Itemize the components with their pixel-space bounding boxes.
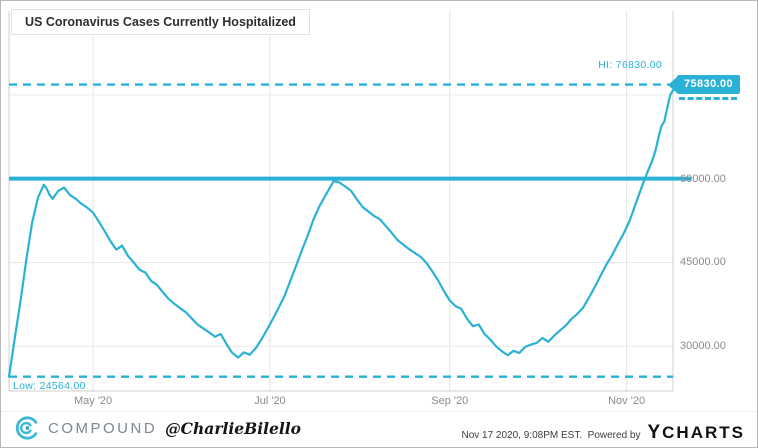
ycharts-y: Y (647, 422, 663, 443)
x-tick-label: Sep '20 (431, 395, 469, 407)
timestamp-text: Nov 17 2020, 9:08PM EST. (461, 430, 583, 441)
value-tag-dashes (679, 96, 737, 100)
ycharts-charts: CHARTS (662, 423, 745, 442)
low-annotation-label: Low: 24564.00 (13, 379, 86, 392)
last-value-tag: 75830.00 (677, 74, 741, 94)
brand-name: COMPOUND (48, 419, 158, 437)
powered-by-text: Powered by (587, 430, 641, 441)
ycharts-logo: YCHARTS (647, 422, 745, 444)
x-tick-label: Nov '20 (608, 395, 646, 407)
compound-logo-icon (15, 416, 38, 440)
y-tick-label: 45000.00 (680, 256, 726, 269)
x-tick-label: Jul '20 (254, 395, 286, 407)
y-tick-label: 30000.00 (680, 340, 726, 353)
twitter-handle: @CharlieBilello (165, 418, 301, 438)
footer-divider (1, 411, 757, 412)
timestamp: Nov 17 2020, 9:08PM EST. Powered by (461, 430, 640, 441)
x-tick-label: May '20 (73, 395, 113, 407)
high-annotation-label: HI: 76830.00 (598, 58, 662, 71)
value-tag-arrow (668, 75, 678, 94)
footer-attribution: Nov 17 2020, 9:08PM EST. Powered by YCHA… (461, 422, 745, 444)
footer-brand: COMPOUND @CharlieBilello (14, 415, 301, 441)
y-tick-label: 60000.00 (680, 172, 726, 185)
chart-title: US Coronavirus Cases Currently Hospitali… (11, 9, 310, 35)
hospitalizations-series-line (7, 89, 675, 378)
